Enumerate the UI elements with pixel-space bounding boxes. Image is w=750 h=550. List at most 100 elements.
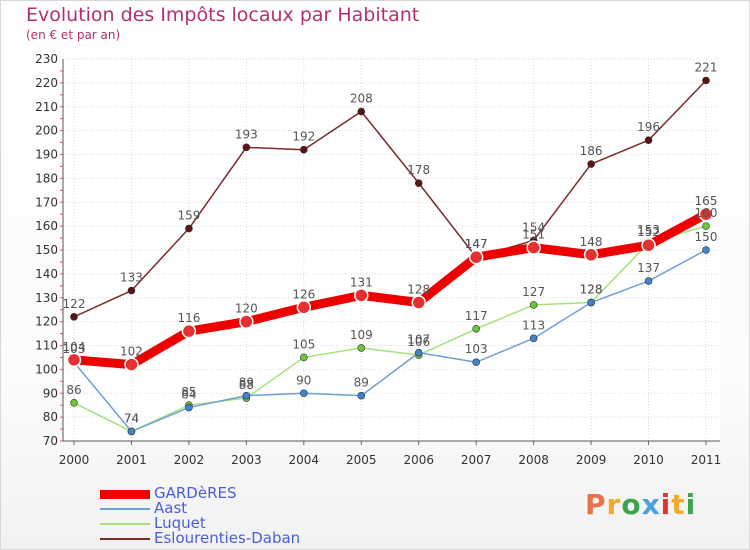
line-chart: 7080901001101201301401501601701801902002… [35, 52, 722, 467]
data-point [70, 313, 78, 321]
x-tick-label: 2010 [633, 453, 664, 467]
data-label: 116 [177, 311, 200, 325]
data-label: 103 [63, 342, 86, 356]
data-label: 84 [181, 388, 196, 402]
data-point [66, 352, 82, 368]
legend-swatch [100, 508, 150, 510]
data-label: 103 [465, 342, 488, 356]
legend-label: Luquet [154, 514, 206, 532]
logo-letter: r [606, 488, 622, 521]
data-point [411, 295, 426, 310]
x-tick-label: 2011 [691, 453, 722, 467]
data-point [357, 391, 366, 400]
data-point [357, 107, 366, 116]
data-point [357, 344, 366, 352]
series-line-eslourenties-daban [73, 79, 707, 318]
data-label: 137 [637, 261, 660, 275]
legend-swatch [100, 523, 150, 525]
data-label: 126 [292, 287, 315, 301]
data-point [242, 391, 251, 400]
data-point [414, 179, 423, 187]
legend-swatch [100, 538, 150, 540]
data-point [526, 240, 541, 255]
y-tick-label: 150 [35, 243, 58, 257]
y-tick-label: 110 [35, 339, 58, 353]
data-point [185, 403, 193, 412]
data-label: 221 [695, 60, 718, 74]
data-label: 150 [695, 230, 718, 244]
data-label: 106 [407, 335, 430, 349]
y-tick-label: 170 [35, 195, 58, 209]
data-label: 151 [522, 228, 545, 242]
data-label: 102 [120, 345, 143, 359]
data-label: 147 [465, 237, 488, 251]
logo-letter: P [585, 488, 607, 521]
data-point [644, 277, 653, 285]
legend-label: Eslourenties-Daban [154, 529, 301, 547]
data-point [472, 358, 480, 367]
logo-letter: i [660, 488, 672, 521]
data-label: 154 [522, 220, 545, 234]
logo-letter: t [671, 488, 686, 521]
data-label: 74 [124, 411, 139, 425]
legend-label: Aast [154, 499, 188, 517]
x-tick-label: 2005 [346, 453, 377, 467]
data-label: 88 [239, 378, 254, 392]
data-label: 128 [580, 283, 603, 297]
x-tick-label: 2008 [518, 453, 549, 467]
data-point [354, 288, 369, 303]
data-point [127, 286, 136, 295]
logo-letter: o [621, 488, 642, 521]
data-label: 113 [522, 318, 545, 332]
data-point [300, 145, 308, 154]
legend-label: GARDèRES [154, 484, 237, 502]
x-tick-label: 2007 [461, 453, 492, 467]
data-point [644, 136, 653, 144]
data-point [587, 298, 595, 307]
chart-subtitle: (en € et par an) [26, 28, 121, 42]
y-tick-label: 80 [43, 410, 58, 424]
data-point [698, 206, 714, 222]
data-point [185, 224, 193, 233]
data-label: 159 [177, 209, 200, 223]
data-label: 192 [292, 130, 315, 144]
data-label: 196 [637, 120, 660, 134]
data-label: 86 [66, 383, 81, 397]
data-point [702, 76, 710, 85]
data-point [583, 247, 599, 263]
data-label: 128 [407, 283, 430, 297]
data-point [242, 143, 251, 152]
data-label: 107 [407, 333, 430, 347]
data-point [529, 334, 538, 343]
data-point [414, 348, 423, 357]
data-label: 109 [350, 328, 373, 342]
data-label: 90 [296, 373, 311, 387]
data-label: 160 [695, 206, 718, 220]
y-tick-label: 180 [35, 171, 58, 185]
data-label: 127 [522, 285, 545, 299]
x-tick-label: 2002 [174, 453, 205, 467]
data-point [472, 324, 480, 333]
data-label: 208 [350, 92, 373, 106]
data-point [529, 301, 538, 309]
y-tick-label: 130 [35, 291, 58, 305]
data-point [239, 314, 254, 329]
chart-title: Evolution des Impôts locaux par Habitant [26, 4, 420, 26]
series-line-gard-res [69, 209, 711, 370]
data-label: 186 [580, 144, 603, 158]
series-line-luquet [73, 225, 707, 433]
data-point [468, 249, 484, 265]
y-tick-label: 230 [35, 52, 58, 66]
data-label: 117 [465, 309, 488, 323]
data-label: 128 [580, 283, 603, 297]
y-tick-label: 140 [35, 267, 58, 281]
data-label: 89 [239, 376, 254, 390]
series-line-aast [73, 249, 707, 433]
data-label: 85 [181, 385, 196, 399]
data-label: 133 [120, 271, 143, 285]
data-label: 153 [637, 223, 660, 237]
data-point [300, 389, 308, 398]
data-label: 147 [465, 237, 488, 251]
data-label: 178 [407, 163, 430, 177]
x-tick-label: 2003 [231, 453, 262, 467]
